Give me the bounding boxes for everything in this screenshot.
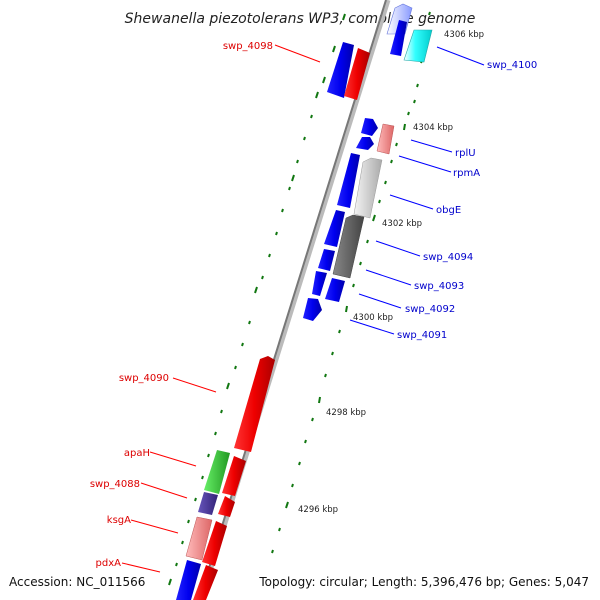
gene-label-ksgA[interactable]: ksgA bbox=[107, 515, 131, 526]
scale-label-4296: 4296 kbp bbox=[298, 505, 338, 515]
gene-feature-swp_4088[interactable] bbox=[198, 492, 235, 517]
gene-feature-swp_4100[interactable] bbox=[403, 29, 433, 63]
leader-lines-right bbox=[349, 46, 485, 335]
gene-label-swp_4098[interactable]: swp_4098 bbox=[223, 41, 273, 52]
gene-label-rplU[interactable]: rplU bbox=[455, 148, 476, 159]
scale-label-4298: 4298 kbp bbox=[326, 408, 366, 418]
scale-label-4304: 4304 kbp bbox=[413, 123, 453, 133]
gene-label-swp_4091[interactable]: swp_4091 bbox=[397, 330, 447, 341]
gene-label-pdxA[interactable]: pdxA bbox=[96, 558, 122, 569]
gene-label-swp_4100[interactable]: swp_4100 bbox=[487, 60, 537, 71]
gene-label-swp_4090[interactable]: swp_4090 bbox=[119, 373, 169, 384]
gene-feature-obgE[interactable] bbox=[337, 153, 383, 219]
map-title: Shewanella piezotolerans WP3, complete g… bbox=[125, 11, 476, 27]
gene-label-swp_4094[interactable]: swp_4094 bbox=[423, 252, 473, 263]
gene-label-swp_4088[interactable]: swp_4088 bbox=[90, 479, 140, 490]
gene-label-swp_4092[interactable]: swp_4092 bbox=[405, 304, 455, 315]
scale-label-4306: 4306 kbp bbox=[444, 30, 484, 40]
genome-summary-text: Topology: circular; Length: 5,396,476 bp… bbox=[258, 575, 589, 589]
gene-feature-rplU[interactable] bbox=[361, 118, 378, 136]
tick-guide-left bbox=[168, 13, 346, 586]
gene-feature-apaH[interactable] bbox=[204, 450, 246, 496]
scale-label-4302: 4302 kbp bbox=[382, 219, 422, 229]
gene-label-rpmA[interactable]: rpmA bbox=[453, 168, 480, 179]
gene-label-swp_4093[interactable]: swp_4093 bbox=[414, 281, 464, 292]
scale-label-4300: 4300 kbp bbox=[353, 313, 393, 323]
gene-feature-swp_4093[interactable] bbox=[318, 249, 335, 271]
gene-feature-ksgA[interactable] bbox=[185, 516, 227, 566]
gene-feature-swp_4092[interactable] bbox=[312, 271, 345, 302]
gene-label-obgE[interactable]: obgE bbox=[436, 205, 461, 216]
accession-text: Accession: NC_011566 bbox=[9, 575, 145, 589]
gene-feature-swp_4094[interactable] bbox=[324, 210, 365, 279]
gene-feature-swp_4101[interactable] bbox=[386, 3, 413, 56]
gene-feature-swp_4091[interactable] bbox=[303, 298, 322, 321]
gene-label-apaH[interactable]: apaH bbox=[124, 448, 150, 459]
leader-lines-left bbox=[121, 44, 321, 573]
gene-feature-swp_4098[interactable] bbox=[327, 42, 370, 100]
gene-feature-pdxA[interactable] bbox=[176, 560, 218, 600]
gene-feature-rpmA[interactable] bbox=[356, 123, 395, 155]
gene-feature-swp_4090[interactable] bbox=[234, 356, 275, 452]
